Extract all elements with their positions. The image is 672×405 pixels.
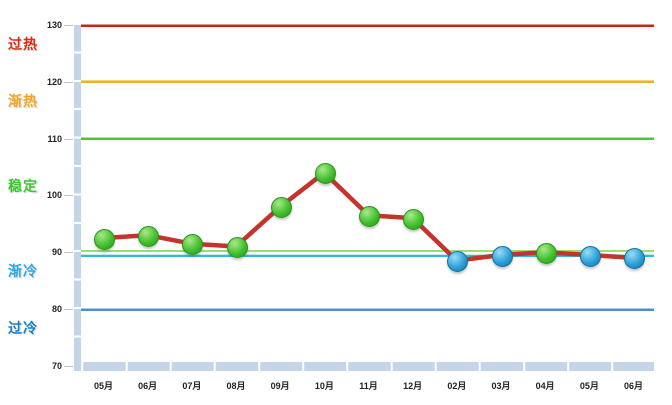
y-tick-label: 80 xyxy=(51,304,62,314)
x-tick-label: 03月 xyxy=(491,381,511,391)
data-point-06月-13[interactable] xyxy=(624,248,645,270)
x-tick-label: 08月 xyxy=(226,381,246,391)
trend-line-svg xyxy=(101,170,636,263)
y-tick-label: 90 xyxy=(51,247,62,258)
x-axis-bar xyxy=(74,362,654,371)
zone-label-5: 过冷 xyxy=(8,319,38,336)
data-point-05月-1[interactable] xyxy=(94,228,115,250)
zone-label-3: 稳定 xyxy=(8,177,38,194)
x-tick-label: 04月 xyxy=(535,381,555,391)
data-point-09月-5[interactable] xyxy=(270,197,292,219)
zone-label-1: 过热 xyxy=(8,35,38,52)
y-tick-mark xyxy=(64,81,73,83)
data-point-12月-8[interactable] xyxy=(403,208,425,230)
data-point-11月-7[interactable] xyxy=(359,205,380,227)
y-tick-label: 120 xyxy=(46,76,62,87)
data-point-03月-10[interactable] xyxy=(491,245,513,267)
y-tick-label: 110 xyxy=(47,133,62,144)
zone-label-4: 渐冷 xyxy=(8,263,38,280)
data-point-06月-2[interactable] xyxy=(138,225,160,247)
threshold-line-4 xyxy=(81,253,654,257)
x-tick-label: 11月 xyxy=(359,381,378,391)
data-point-07月-3[interactable] xyxy=(182,234,204,256)
y-tick-mark xyxy=(64,252,73,254)
data-point-04月-11[interactable] xyxy=(535,242,557,264)
y-tick-mark xyxy=(64,365,73,367)
y-tick-label: 100 xyxy=(46,190,62,201)
y-tick-label: 70 xyxy=(51,360,62,371)
x-tick-label: 10月 xyxy=(314,381,334,391)
threshold-line-3 xyxy=(81,137,654,141)
x-tick-label: 05月 xyxy=(93,381,113,391)
x-tick-label: 06月 xyxy=(138,381,158,391)
data-point-02月-9[interactable] xyxy=(447,251,469,273)
x-tick-label: 06月 xyxy=(623,381,643,391)
y-tick-mark xyxy=(64,25,73,26)
x-tick-label: 07月 xyxy=(182,381,202,391)
zone-label-2: 渐热 xyxy=(8,92,38,109)
gridline-90 xyxy=(81,249,654,252)
data-point-10月-6[interactable] xyxy=(314,163,336,185)
threshold-line-1 xyxy=(81,23,654,27)
data-point-08月-4[interactable] xyxy=(226,237,248,259)
y-tick-mark xyxy=(64,138,73,140)
threshold-line-2 xyxy=(81,80,654,84)
y-axis-bar xyxy=(74,25,81,363)
y-tick-label: 130 xyxy=(46,20,62,30)
x-tick-label: 02月 xyxy=(447,381,467,391)
x-tick-label: 12月 xyxy=(403,381,423,391)
x-tick-label: 05月 xyxy=(579,381,599,391)
plot-area xyxy=(81,23,654,370)
x-tick-label: 09月 xyxy=(270,381,290,391)
threshold-line-5 xyxy=(81,307,654,311)
y-tick-mark xyxy=(64,195,73,197)
data-point-05月-12[interactable] xyxy=(579,245,601,267)
y-tick-mark xyxy=(64,309,73,310)
